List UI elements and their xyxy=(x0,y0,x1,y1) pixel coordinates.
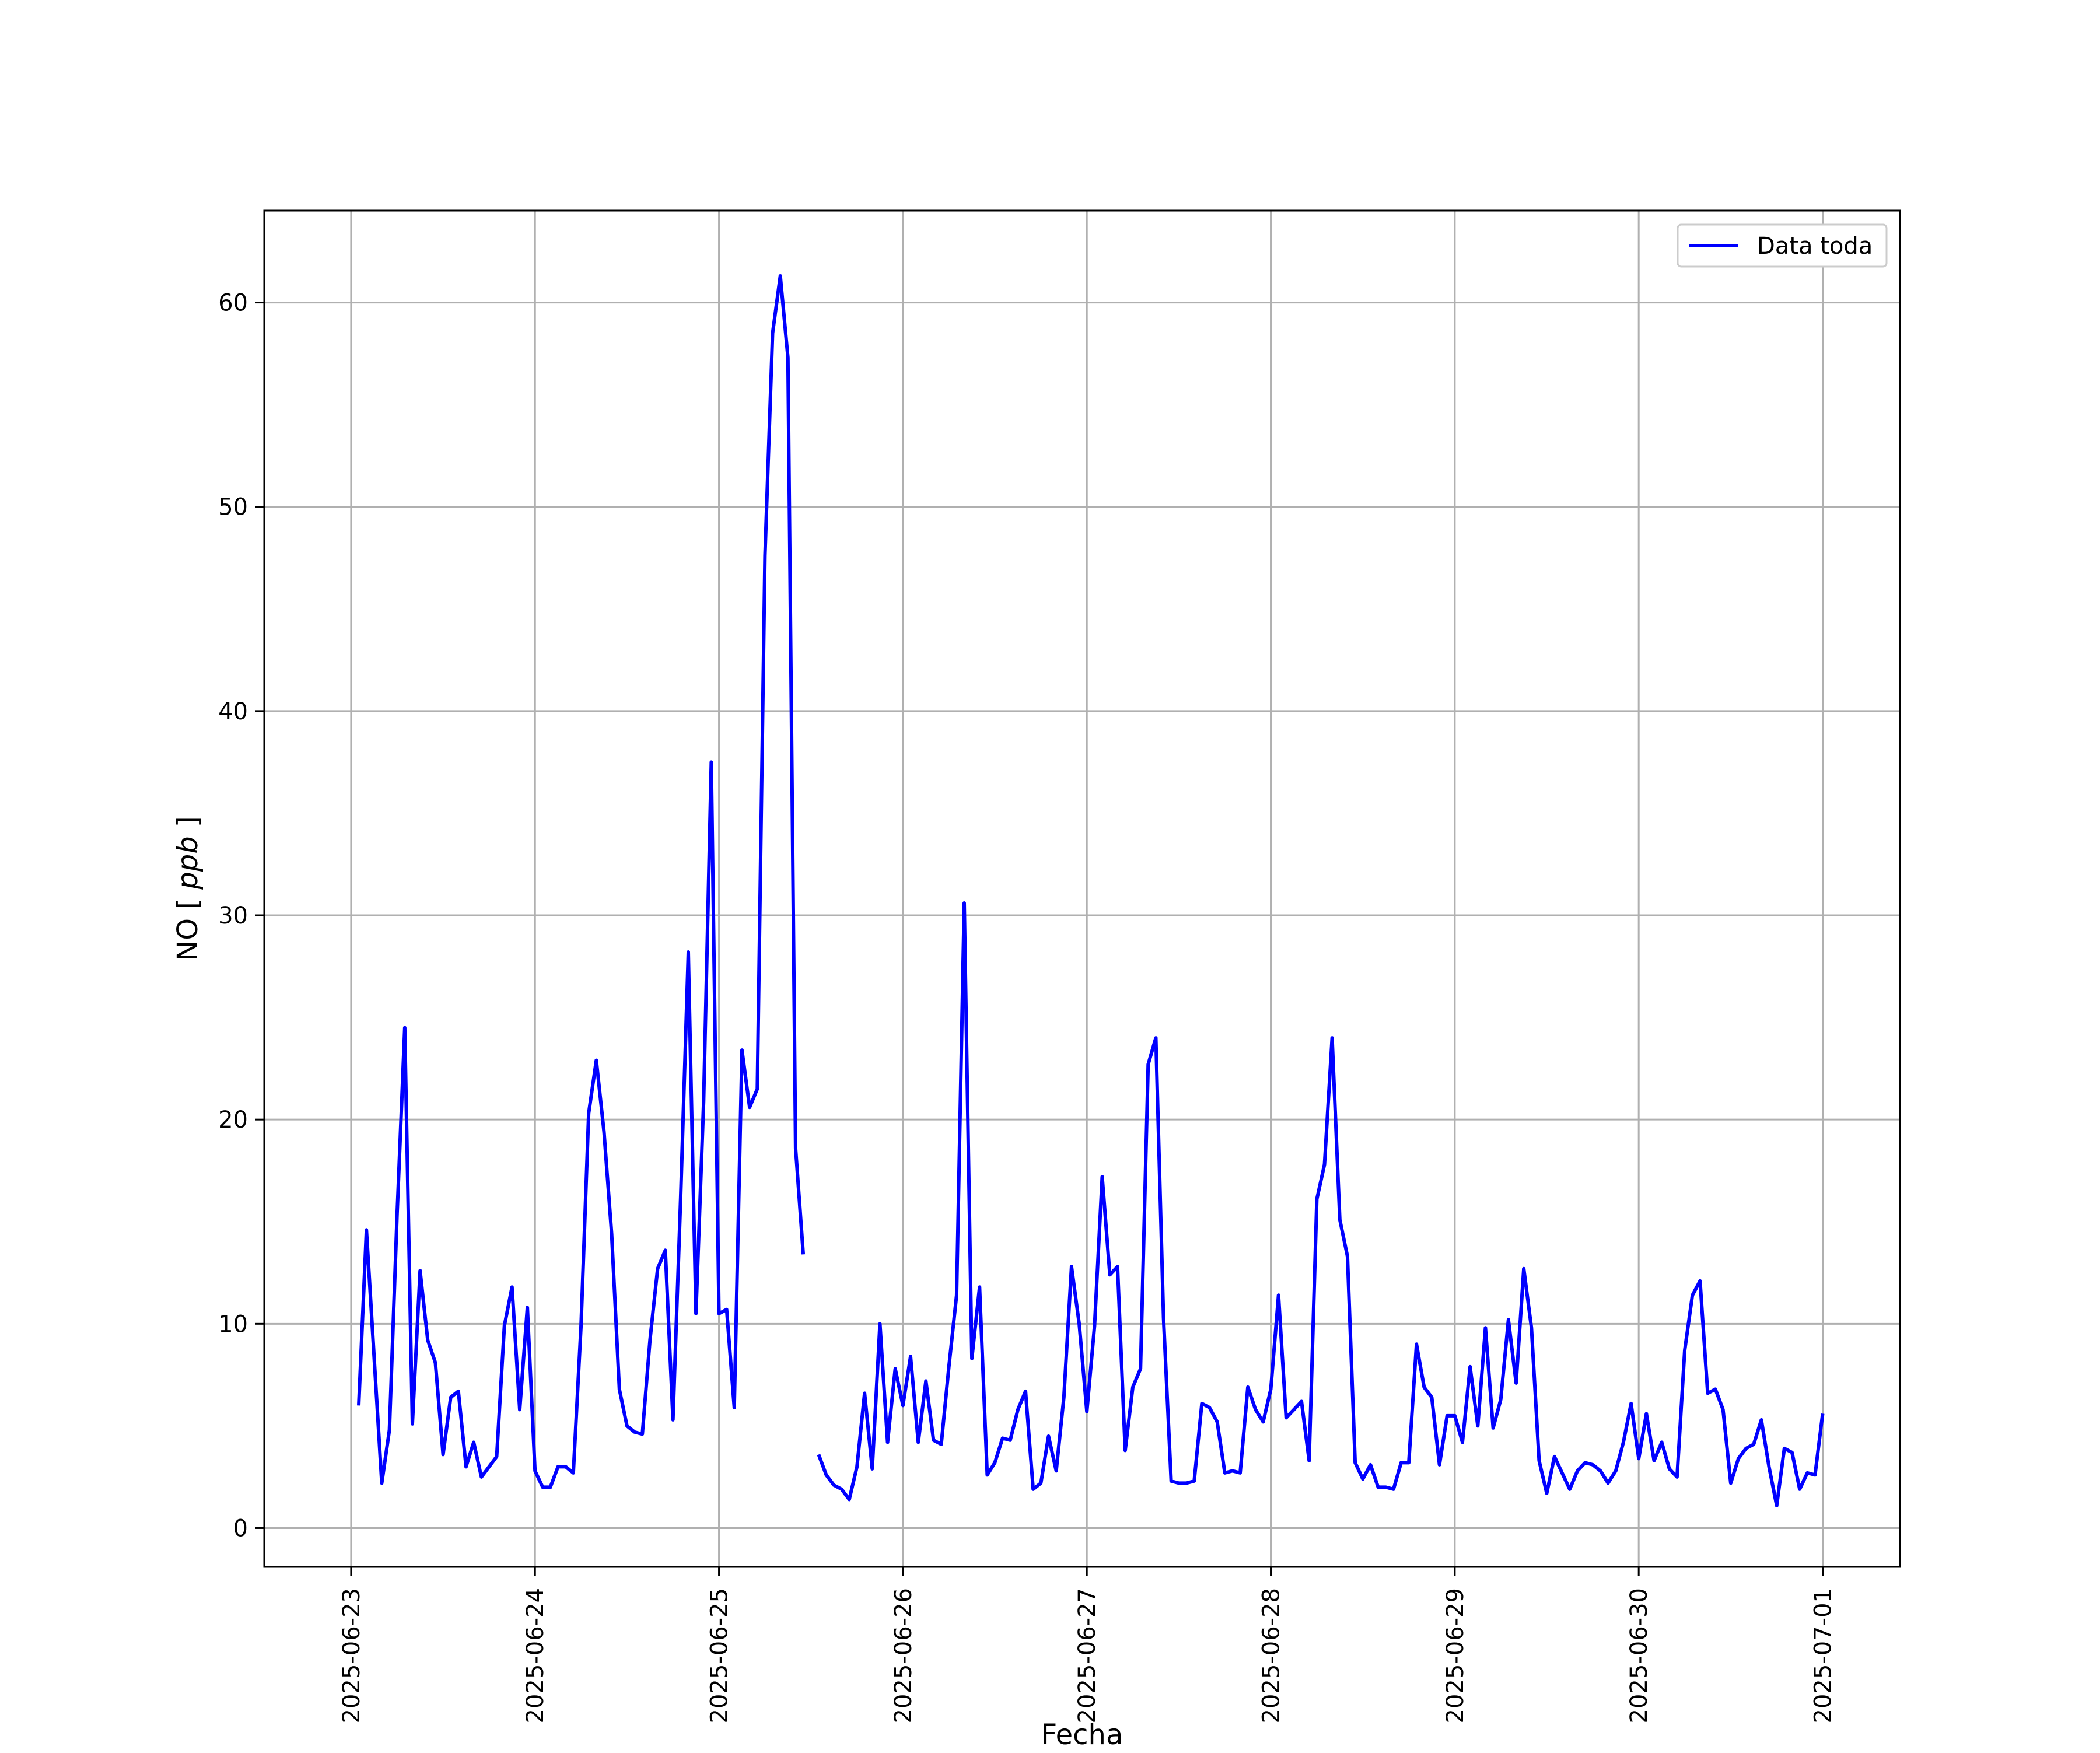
legend: Data toda xyxy=(1676,223,1888,268)
y-tick-label: 30 xyxy=(218,902,248,929)
series-line-data-toda xyxy=(357,274,806,1489)
legend-label: Data toda xyxy=(1757,233,1873,260)
y-axis-label-main: NO xyxy=(172,918,204,961)
plot-frame xyxy=(263,209,1901,1568)
y-axis-label-bracket-open: [ xyxy=(172,898,204,909)
x-tick-label: 2025-06-30 xyxy=(1626,1588,1653,1723)
x-tick-label: 2025-06-29 xyxy=(1442,1588,1469,1723)
y-tick-label: 10 xyxy=(218,1311,248,1338)
x-axis-label: Fecha xyxy=(1041,1719,1124,1750)
x-tick-label: 2025-06-26 xyxy=(890,1588,917,1723)
x-tick-label: 2025-07-01 xyxy=(1810,1588,1837,1723)
y-tick-label: 60 xyxy=(218,290,248,317)
y-tick-label: 20 xyxy=(218,1107,248,1133)
ticks: 2025-06-23 2025-06-24 2025-06-25 2025-06-26… xyxy=(218,290,1836,1724)
series-layer xyxy=(357,274,1825,1507)
y-tick-label: 0 xyxy=(233,1515,248,1542)
series-line-data-toda xyxy=(817,901,1825,1507)
y-tick-label: 40 xyxy=(218,698,248,725)
x-tick-label: 2025-06-28 xyxy=(1258,1588,1285,1723)
y-axis-label-bracket-close: ] xyxy=(172,816,204,827)
grid xyxy=(264,211,1900,1567)
y-axis-label-unit: ppb xyxy=(172,836,204,890)
x-tick-label: 2025-06-27 xyxy=(1074,1588,1101,1723)
y-axis-label: NO [ ppb ] xyxy=(172,816,204,961)
legend-box xyxy=(1676,223,1888,268)
x-tick-label: 2025-06-23 xyxy=(338,1588,365,1723)
y-tick-label: 50 xyxy=(218,494,248,521)
x-tick-label: 2025-06-25 xyxy=(706,1588,733,1723)
x-tick-label: 2025-06-24 xyxy=(522,1588,549,1723)
